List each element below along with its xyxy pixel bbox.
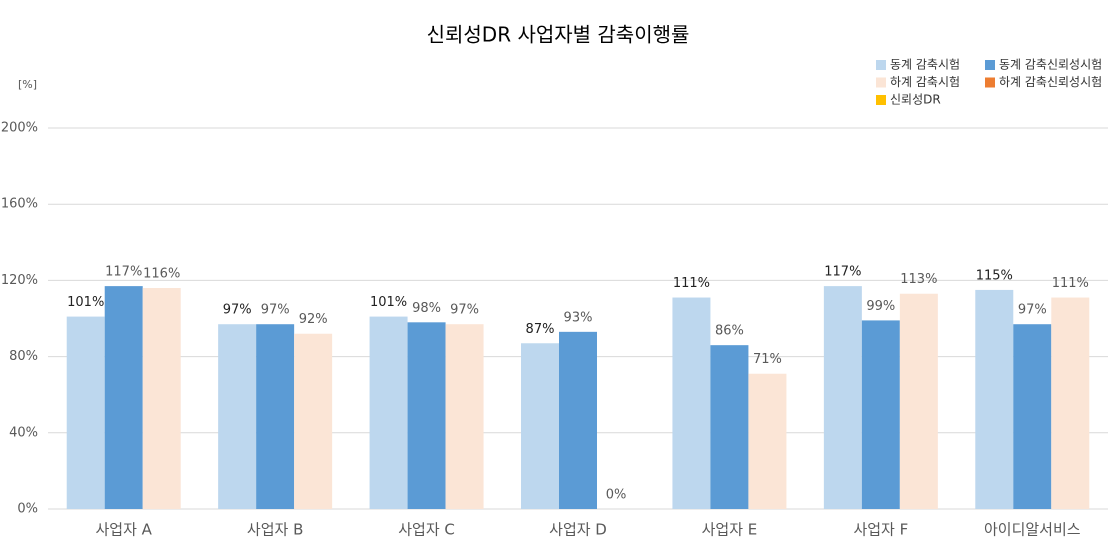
y-tick-label: 80%	[9, 349, 38, 364]
bar	[294, 333, 333, 509]
value-label: 99%	[866, 299, 895, 314]
value-label: 101%	[67, 295, 104, 310]
bar	[369, 316, 408, 509]
x-tick-label: 사업자 A	[95, 521, 152, 539]
value-label: 117%	[105, 265, 142, 280]
x-tick-label: 사업자 F	[853, 521, 908, 539]
legend-label: 동계 감축신뢰성시험	[999, 58, 1102, 72]
y-tick-label: 160%	[1, 197, 38, 212]
value-label: 87%	[526, 322, 555, 337]
bar	[521, 343, 559, 509]
legend-swatch	[985, 77, 995, 88]
legend-label: 하계 감축신뢰성시험	[999, 75, 1102, 89]
bar	[672, 297, 711, 509]
y-tick-label: 200%	[1, 121, 38, 136]
bar	[748, 373, 787, 509]
y-tick-label: 120%	[1, 273, 38, 288]
x-tick-label: 사업자 D	[549, 521, 607, 539]
legend-label: 신뢰성DR	[890, 93, 941, 107]
legend-swatch	[985, 60, 995, 70]
value-label: 92%	[299, 312, 328, 327]
bar	[142, 288, 181, 509]
value-label: 97%	[261, 303, 290, 318]
x-tick-label: 아이디알서비스	[984, 521, 1081, 539]
value-label: 0%	[606, 488, 627, 503]
bar	[710, 345, 749, 509]
bar	[823, 286, 862, 509]
value-label: 117%	[824, 265, 861, 280]
bar	[1051, 297, 1090, 509]
bar	[407, 322, 446, 509]
chart-title: 신뢰성DR 사업자별 감축이행률	[427, 23, 690, 47]
bar	[899, 293, 938, 509]
value-label: 97%	[223, 303, 252, 318]
value-label: 116%	[143, 267, 180, 282]
value-label: 71%	[753, 352, 782, 367]
legend-swatch	[876, 95, 886, 105]
y-axis-label: [%]	[18, 78, 37, 91]
bar	[861, 320, 900, 509]
bar	[1013, 324, 1052, 509]
legend-label: 하계 감축시험	[890, 75, 960, 89]
x-tick-label: 사업자 B	[247, 521, 303, 539]
value-label: 111%	[673, 276, 710, 291]
bar	[104, 286, 143, 509]
value-label: 115%	[976, 268, 1013, 283]
legend-swatch	[876, 60, 886, 70]
value-label: 97%	[450, 303, 479, 318]
value-label: 86%	[715, 324, 744, 339]
legend-label: 동계 감축시험	[890, 58, 960, 72]
value-label: 98%	[412, 301, 441, 316]
value-label: 101%	[370, 295, 407, 310]
value-label: 93%	[564, 310, 593, 325]
x-tick-label: 사업자 E	[702, 521, 758, 539]
bar	[445, 324, 484, 509]
legend-swatch	[876, 77, 886, 88]
value-label: 111%	[1052, 276, 1089, 291]
y-tick-label: 0%	[17, 502, 38, 517]
y-tick-label: 40%	[9, 425, 38, 440]
value-label: 97%	[1018, 303, 1047, 318]
bar	[559, 331, 597, 509]
bar	[256, 324, 295, 509]
bar	[975, 289, 1014, 509]
x-tick-label: 사업자 C	[398, 521, 455, 539]
bar	[66, 316, 105, 509]
value-label: 113%	[900, 272, 937, 287]
bar	[218, 324, 257, 509]
